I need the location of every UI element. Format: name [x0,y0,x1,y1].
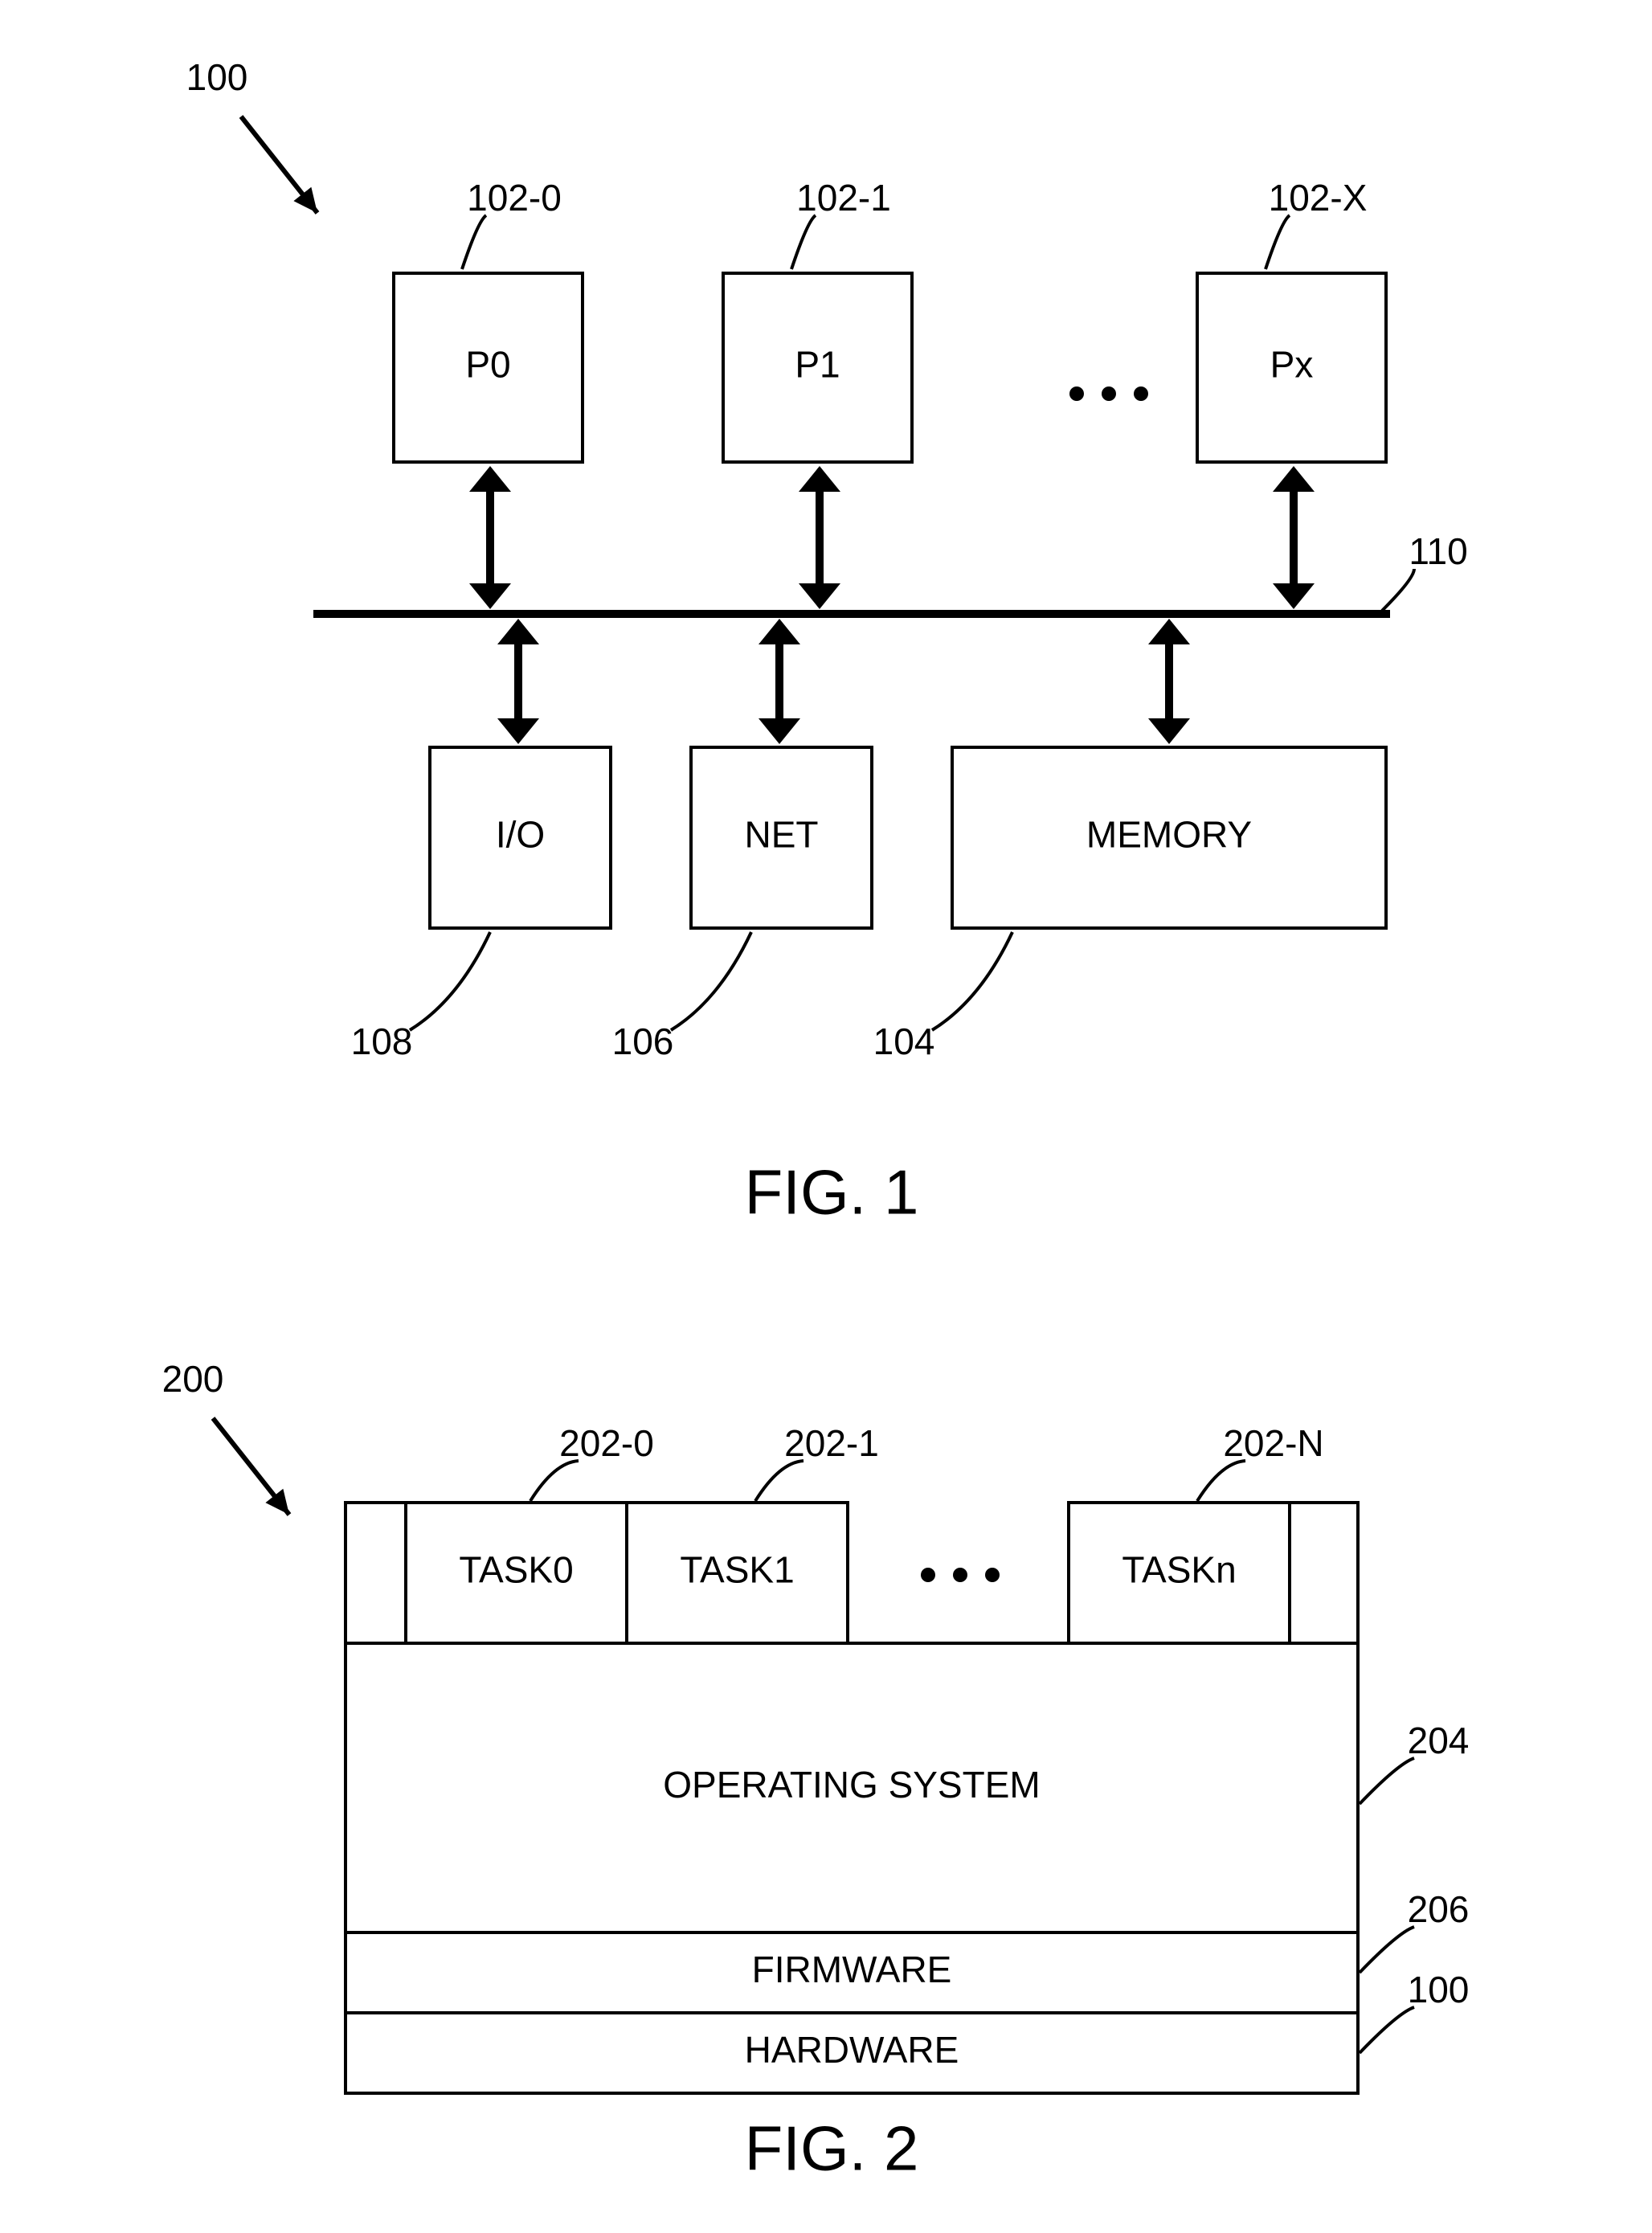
svg-text:TASK0: TASK0 [459,1549,573,1591]
svg-text:OPERATING SYSTEM: OPERATING SYSTEM [663,1764,1040,1806]
svg-text:MEMORY: MEMORY [1086,814,1252,856]
svg-text:P0: P0 [465,344,510,386]
svg-text:110: 110 [1409,530,1467,572]
task-left-spacer [346,1503,406,1643]
svg-text:HARDWARE: HARDWARE [745,2029,959,2071]
svg-text:204: 204 [1408,1720,1470,1761]
svg-text:202-N: 202-N [1223,1422,1323,1464]
svg-text:102-X: 102-X [1269,177,1368,219]
svg-text:202-1: 202-1 [784,1422,879,1464]
double-arrow [497,619,539,744]
svg-text:TASK1: TASK1 [680,1549,794,1591]
svg-text:102-0: 102-0 [467,177,562,219]
ellipsis [921,1568,1000,1582]
svg-text:I/O: I/O [496,814,545,856]
task-right-spacer [1290,1503,1358,1643]
double-arrow [469,466,511,609]
pointer-arrow [213,1418,289,1515]
svg-text:206: 206 [1408,1888,1470,1930]
svg-text:202-0: 202-0 [559,1422,654,1464]
double-arrow [759,619,800,744]
svg-text:FIRMWARE: FIRMWARE [752,1949,952,1990]
svg-text:Px: Px [1270,344,1314,386]
svg-text:FIG. 2: FIG. 2 [745,2113,919,2184]
svg-text:FIG. 1: FIG. 1 [745,1157,919,1228]
svg-text:100: 100 [1408,1969,1470,2010]
pointer-arrow [241,117,317,213]
svg-text:106: 106 [612,1020,674,1062]
svg-text:104: 104 [873,1020,935,1062]
svg-text:100: 100 [186,56,248,98]
double-arrow [1148,619,1190,744]
svg-text:P1: P1 [795,344,840,386]
svg-text:TASKn: TASKn [1122,1549,1236,1591]
svg-text:108: 108 [351,1020,413,1062]
double-arrow [799,466,840,609]
double-arrow [1273,466,1315,609]
svg-text:200: 200 [162,1358,224,1400]
ellipsis [1069,386,1148,401]
svg-text:102-1: 102-1 [796,177,891,219]
svg-text:NET: NET [745,814,819,856]
